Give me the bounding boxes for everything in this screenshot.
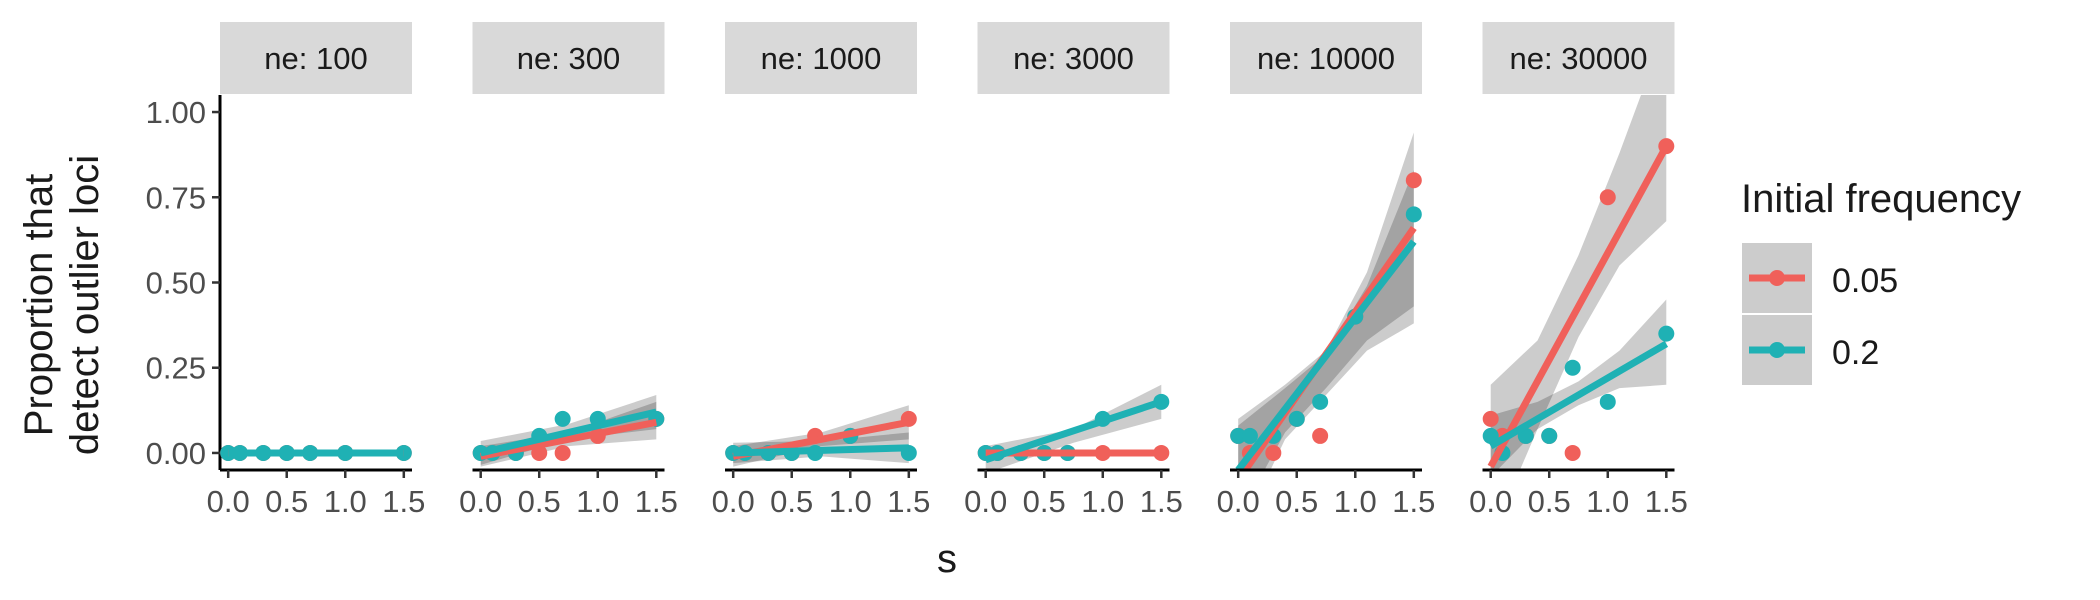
legend-key-0.2	[1742, 315, 1812, 385]
facet-panel: ne: 30000 0.0 0.5 1.0 1.5	[1469, 22, 1688, 519]
data-point-0.05	[1405, 172, 1422, 189]
legend-label-0.05: 0.05	[1832, 262, 1898, 300]
confidence-band-0.2	[1490, 299, 1667, 470]
data-point-0.2	[1241, 427, 1258, 444]
fit-line-0.2	[733, 444, 909, 457]
x-tick-label: 0.0	[1217, 484, 1260, 519]
fit-line-0.2	[984, 398, 1163, 464]
data-point-0.2	[1288, 410, 1305, 427]
x-tick-label: 0.5	[1275, 484, 1318, 519]
fit-line-0.05	[480, 418, 657, 460]
data-point-0.05	[1312, 427, 1329, 444]
data-point-0.2	[1230, 427, 1247, 444]
data-point-0.2	[1658, 325, 1675, 342]
y-axis-title-line2: detect outlier loci	[63, 155, 107, 455]
y-tick-label: 0.75	[146, 180, 206, 215]
x-tick-label: 0.5	[770, 484, 813, 519]
y-tick-label: 0.00	[146, 436, 206, 471]
x-tick-label: 1.5	[1140, 484, 1183, 519]
x-tick-label: 1.0	[1334, 484, 1377, 519]
fit-line-0.2	[1488, 340, 1669, 450]
x-tick-label: 0.0	[207, 484, 250, 519]
data-point-0.2	[1405, 206, 1422, 223]
facet-panel: ne: 100 0.0 0.5 1.0 1.5	[207, 22, 425, 519]
x-tick-label: 1.5	[382, 484, 425, 519]
facet-strip-label: ne: 10000	[1257, 41, 1395, 76]
confidence-band-0.05	[1490, 95, 1667, 470]
x-tick-label: 0.5	[1528, 484, 1571, 519]
data-point-0.05	[1599, 189, 1616, 206]
x-tick-label: 0.5	[518, 484, 561, 519]
x-tick-label: 1.0	[324, 484, 367, 519]
facet-panel: ne: 3000 0.0 0.5 1.0 1.5	[964, 22, 1183, 519]
facet-panels: ne: 1000.0 0.5 1.0 1.5ne: 3000.0 0.5 1.0 1.5ne…	[207, 22, 1688, 519]
facet-strip-label: ne: 30000	[1510, 41, 1648, 76]
facet-panel: ne: 10000 0.0 0.5 1.0 1.5	[1217, 22, 1435, 519]
facet-strip	[220, 22, 412, 94]
y-axis-title-line1: Proportion that	[17, 174, 61, 436]
facet-panel: ne: 1000 0.0 0.5 1.0 1.5	[712, 22, 930, 519]
x-tick-label: 1.5	[1392, 484, 1435, 519]
facet-strip-label: ne: 3000	[1013, 41, 1134, 76]
y-tick-label: 0.50	[146, 266, 206, 301]
facet-strip-label: ne: 1000	[761, 41, 882, 76]
x-tick-label: 0.0	[712, 484, 755, 519]
confidence-band-0.05	[1238, 132, 1414, 470]
x-tick-label: 0.5	[1023, 484, 1066, 519]
data-point-0.05	[1564, 444, 1581, 461]
confidence-band-0.2	[1238, 170, 1414, 470]
data-point-0.05	[1482, 410, 1499, 427]
legend: Initial frequency 0.05 0.2	[1741, 177, 2021, 385]
fit-line-0.2	[1235, 239, 1417, 470]
facet-strip	[1230, 22, 1422, 94]
legend-key-point	[1769, 342, 1785, 358]
data-point-0.2	[1564, 359, 1581, 376]
x-tick-label: 1.5	[887, 484, 930, 519]
facet-strip	[1482, 22, 1675, 94]
x-tick-label: 0.0	[964, 484, 1007, 519]
facet-strip-label: ne: 100	[264, 41, 367, 76]
data-point-0.05	[1265, 444, 1282, 461]
x-tick-label: 0.5	[265, 484, 308, 519]
legend-title: Initial frequency	[1741, 177, 2021, 221]
x-tick-label: 1.0	[576, 484, 619, 519]
legend-key-point	[1769, 270, 1785, 286]
x-tick-label: 1.5	[635, 484, 678, 519]
facet-strip-label: ne: 300	[517, 41, 620, 76]
legend-label-0.2: 0.2	[1832, 334, 1879, 372]
plot-area	[1230, 132, 1422, 470]
plot-area	[1482, 95, 1675, 470]
y-tick-label: 1.00	[146, 95, 206, 130]
facet-strip	[725, 22, 917, 94]
fit-line-0.2	[479, 408, 658, 457]
x-tick-label: 0.0	[459, 484, 502, 519]
x-axis-title: s	[937, 537, 957, 581]
facet-strip	[472, 22, 665, 94]
facet-panel: ne: 300 0.0 0.5 1.0 1.5	[459, 22, 678, 519]
legend-key-0.05	[1742, 243, 1812, 313]
x-tick-label: 1.0	[1586, 484, 1629, 519]
y-axis: 0.00 0.25 0.50 0.75 1.00	[146, 95, 222, 471]
data-point-0.05	[554, 444, 571, 461]
y-tick-label: 0.25	[146, 351, 206, 386]
data-point-0.2	[1312, 393, 1329, 410]
plot-area	[725, 405, 917, 467]
facet-strip	[977, 22, 1170, 94]
plot-area	[220, 444, 412, 461]
data-point-0.2	[1599, 393, 1616, 410]
plot-area	[977, 384, 1170, 470]
x-tick-label: 1.0	[1081, 484, 1124, 519]
data-point-0.2	[554, 410, 571, 427]
data-point-0.2	[1541, 427, 1558, 444]
plot-area	[472, 395, 665, 467]
fit-line-0.05	[1487, 144, 1670, 469]
x-tick-label: 0.0	[1469, 484, 1512, 519]
x-tick-label: 1.5	[1645, 484, 1688, 519]
x-tick-label: 1.0	[829, 484, 872, 519]
